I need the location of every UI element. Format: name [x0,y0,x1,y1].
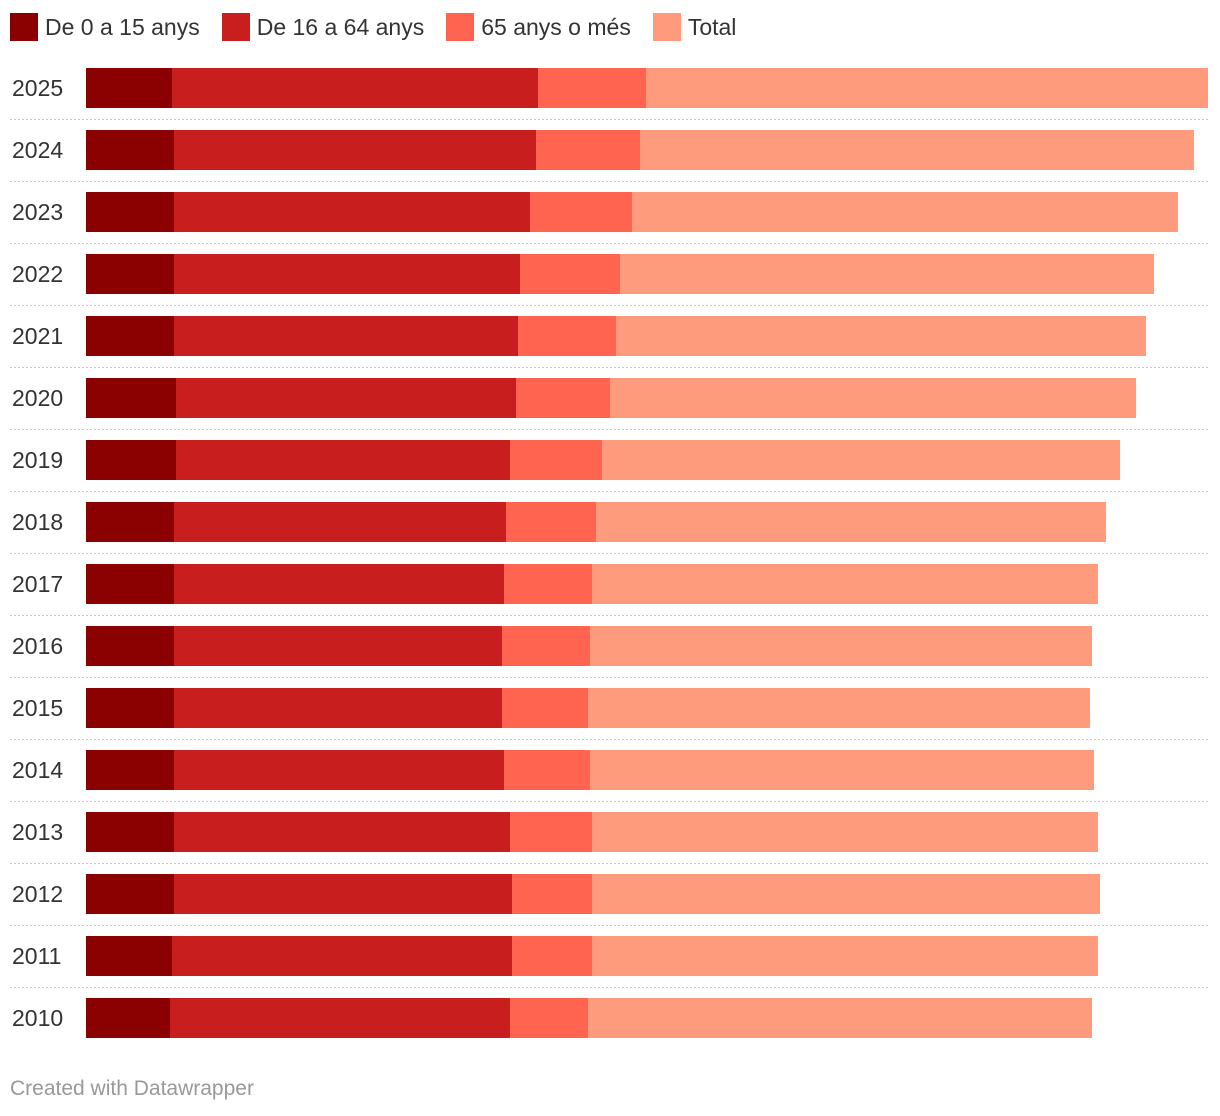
y-tick-label: 2011 [12,943,61,969]
bar-segment [616,316,1146,356]
bar-segment [592,936,1098,976]
bar-segment [592,874,1100,914]
chart-legend: De 0 a 15 anys De 16 a 64 anys 65 anys o m… [10,12,758,42]
legend-label: Total [687,13,737,40]
legend-swatch [652,13,681,41]
bar-segment [174,502,506,542]
bar-segment [520,254,620,294]
legend-label: De 16 a 64 anys [256,13,425,40]
bar-segment [174,254,520,294]
bar-segment [590,750,1094,790]
y-tick-label: 2022 [12,261,63,287]
bar-segment [504,564,592,604]
bar-segment [86,874,174,914]
bar-segment [518,316,616,356]
bar-segment [502,688,588,728]
bar-segment [538,68,646,108]
legend-item: 65 anys o més [446,13,631,41]
bar-segment [174,688,502,728]
bar-segment [640,130,1194,170]
bar-segment [510,812,592,852]
bar-segment [588,688,1090,728]
bar-segment [174,192,530,232]
bar-segment [176,378,516,418]
bar-segment [174,626,502,666]
bar-segment [86,440,176,480]
y-tick-label: 2019 [12,447,63,473]
stacked-bar-chart: 2025 2024 2023 2022 2021 2020 2019 2018 2017 2016… [10,68,1208,1038]
bar-segment [174,750,504,790]
bar-segment [588,998,1092,1038]
footer-credit: Created with Datawrapper [10,1077,254,1100]
bar-segment [86,130,174,170]
legend-item: Total [652,13,737,41]
bar-segment [512,936,592,976]
bar-segment [172,936,512,976]
bar-segment [86,688,174,728]
bar-segment [86,998,170,1038]
bar-segment [86,192,174,232]
bar-segment [512,874,592,914]
legend-swatch [221,13,250,41]
y-tick-label: 2013 [12,819,63,845]
bar-segment [610,378,1136,418]
bar-segment [86,254,174,294]
bar-segment [620,254,1154,294]
bar-segment [86,502,174,542]
bar-segment [86,378,176,418]
y-tick-label: 2018 [12,509,63,535]
bar-segment [536,130,640,170]
bar-segment [506,502,596,542]
y-tick-label: 2021 [12,323,63,349]
bar-segment [176,440,510,480]
legend-label: 65 anys o més [481,13,631,40]
y-tick-label: 2017 [12,571,63,597]
bar-segment [510,998,588,1038]
bar-segment [174,812,510,852]
legend-swatch [10,13,38,41]
bar-segment [174,564,504,604]
y-tick-label: 2010 [12,1005,63,1031]
legend-label: De 0 a 15 anys [45,13,200,40]
bar-segment [174,316,518,356]
bar-segment [174,130,536,170]
bar-segment [530,192,632,232]
y-tick-label: 2014 [12,757,63,783]
y-tick-label: 2012 [12,881,63,907]
y-tick-label: 2015 [12,695,63,721]
bar-segment [86,626,174,666]
bar-segment [502,626,590,666]
bar-segment [86,68,172,108]
legend-item: De 16 a 64 anys [221,13,425,41]
legend-swatch [446,13,475,41]
bar-segment [592,564,1098,604]
legend-item: De 0 a 15 anys [10,13,200,41]
bar-segment [86,564,174,604]
bar-segment [516,378,610,418]
bar-segment [632,192,1178,232]
bar-segment [86,316,174,356]
y-tick-label: 2016 [12,633,63,659]
bar-segment [86,936,172,976]
bar-segment [596,502,1106,542]
bar-segment [170,998,510,1038]
bar-segment [172,68,538,108]
bar-segment [174,874,512,914]
bar-segment [592,812,1098,852]
bar-segment [510,440,602,480]
bar-segment [504,750,590,790]
y-tick-label: 2020 [12,385,63,411]
bar-segment [86,750,174,790]
bar-segment [590,626,1092,666]
y-tick-label: 2025 [12,75,63,101]
y-tick-label: 2024 [12,137,63,163]
bar-segment [646,68,1208,108]
y-tick-label: 2023 [12,199,63,225]
bar-segment [86,812,174,852]
bar-segment [602,440,1120,480]
